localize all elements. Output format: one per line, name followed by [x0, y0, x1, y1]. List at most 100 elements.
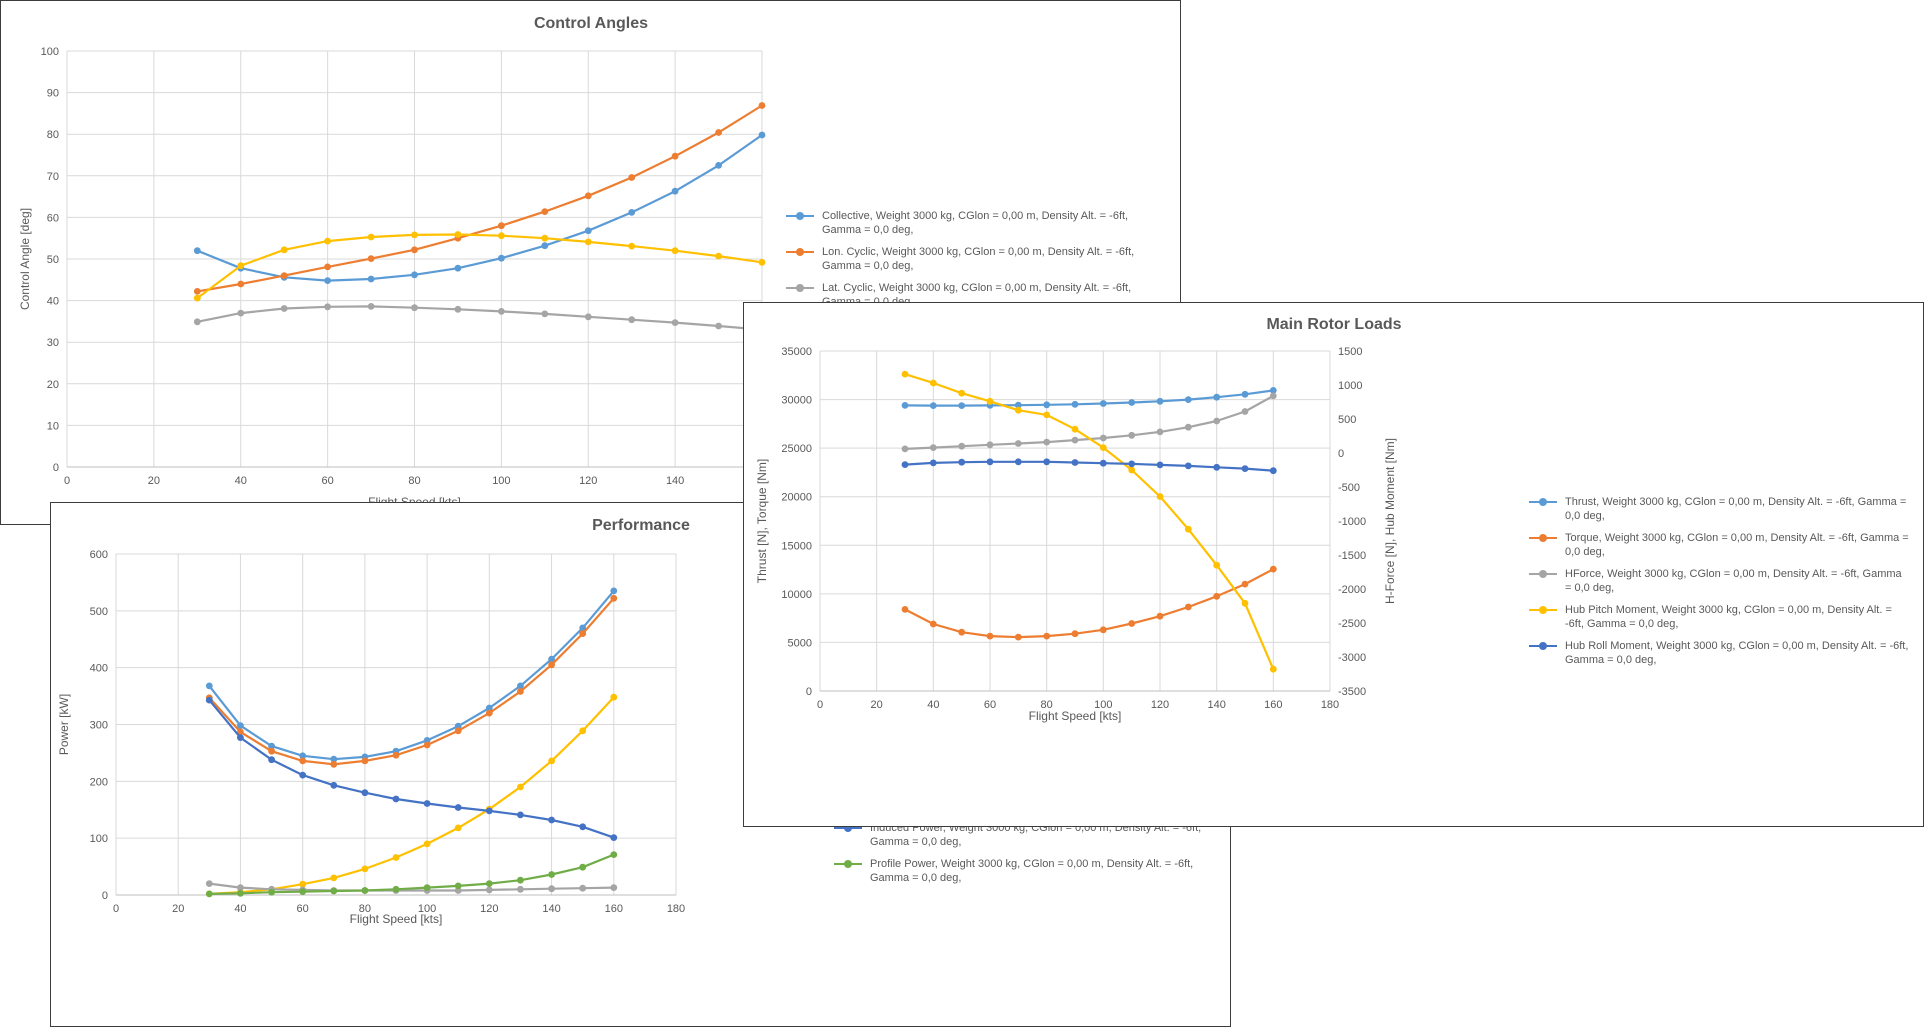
x-tick-label: 0: [113, 903, 119, 915]
data-point-series-0: [929, 402, 937, 409]
data-point-series-0: [1241, 390, 1249, 398]
y-tick-label: 20000: [781, 492, 812, 504]
data-point-series-1: [758, 102, 766, 109]
data-point-series-1: [330, 760, 338, 768]
data-point-series-1: [548, 661, 555, 669]
data-point-series-2: [361, 865, 369, 873]
data-point-series-2: [299, 880, 307, 888]
x-tick-label: 140: [666, 475, 684, 487]
legend-entry: Thrust, Weight 3000 kg, CGlon = 0,00 m, …: [1529, 495, 1909, 523]
data-point-series-3: [986, 397, 994, 405]
x-tick-label: 20: [172, 903, 184, 915]
legend-marker-icon: [1529, 606, 1557, 614]
data-point-series-1: [901, 606, 909, 613]
y-tick-label: 100: [90, 833, 108, 845]
data-point-series-4: [392, 795, 400, 803]
data-point-series-4: [958, 458, 966, 466]
chart-title: Performance: [592, 517, 690, 534]
data-point-series-4: [361, 789, 369, 797]
data-point-series-2: [280, 305, 288, 312]
data-point-series-2: [929, 444, 937, 451]
x-tick-label: 80: [359, 903, 371, 915]
y-tick-label: 40: [47, 296, 59, 308]
data-point-series-1: [237, 280, 245, 288]
y2-tick-label: -1000: [1338, 516, 1366, 528]
data-point-series-0: [299, 752, 307, 760]
data-point-series-5: [237, 889, 244, 897]
data-point-series-0: [579, 624, 587, 632]
data-point-series-2: [330, 874, 338, 882]
data-point-series-3: [411, 231, 418, 239]
data-point-series-2: [411, 304, 418, 312]
x-tick-label: 160: [605, 903, 623, 915]
data-point-series-4: [1071, 459, 1079, 466]
series-line-3: [209, 882, 614, 892]
data-point-series-2: [423, 840, 431, 848]
data-point-series-5: [392, 885, 400, 893]
data-point-series-3: [1156, 493, 1164, 500]
y-tick-label: 15000: [781, 540, 812, 552]
data-point-series-0: [268, 742, 275, 750]
data-point-series-2: [579, 727, 587, 735]
x-tick-label: 60: [297, 903, 309, 915]
data-point-series-4: [1128, 460, 1136, 468]
data-point-series-1: [1043, 632, 1051, 640]
data-point-series-3: [715, 252, 722, 260]
data-point-series-0: [671, 187, 679, 195]
legend-entry: Torque, Weight 3000 kg, CGlon = 0,00 m, …: [1529, 531, 1909, 559]
data-point-series-0: [715, 162, 722, 169]
data-point-series-3: [1043, 411, 1051, 419]
data-point-series-0: [1269, 387, 1277, 394]
data-point-series-0: [901, 402, 909, 409]
legend-marker-icon: [1529, 642, 1557, 650]
data-point-series-1: [367, 255, 375, 262]
control-angles-chart: Control Angles 0 10 20 30 40 50 60 70 80 90 100 0 20 4…: [18, 15, 771, 509]
data-point-series-3: [1269, 665, 1277, 673]
x-tick-label: 100: [1094, 699, 1112, 711]
x-tick-label: 120: [480, 903, 498, 915]
x-tick-label: 100: [492, 475, 510, 487]
data-point-series-1: [423, 741, 431, 749]
data-point-series-1: [1156, 612, 1164, 620]
control-angles-chart-window[interactable]: Control Angles 0 10 20 30 40 50 60 70 80 90 100 0 20 4…: [0, 0, 1181, 525]
data-point-series-2: [715, 322, 722, 330]
data-point-series-5: [268, 888, 275, 896]
x-tick-label: 60: [322, 475, 334, 487]
x-tick-label: 0: [64, 475, 70, 487]
data-point-series-0: [237, 722, 244, 729]
data-point-series-3: [237, 884, 244, 891]
series-line-5: [209, 853, 615, 895]
data-point-series-1: [584, 192, 592, 200]
data-point-series-2: [958, 442, 966, 450]
data-point-series-0: [1071, 400, 1079, 408]
data-point-series-1: [361, 757, 369, 765]
data-point-series-1: [392, 751, 400, 759]
data-point-series-4: [1014, 458, 1022, 466]
data-point-series-1: [1241, 580, 1249, 588]
y-tick-label: 400: [90, 663, 108, 675]
data-point-series-5: [485, 880, 493, 887]
data-point-series-3: [671, 247, 679, 255]
data-point-series-4: [610, 834, 618, 841]
y-tick-label: 80: [47, 129, 59, 141]
x-tick-label: 140: [1207, 699, 1225, 711]
data-point-series-0: [517, 682, 524, 690]
series-line-2: [197, 305, 763, 331]
x-tick-label: 40: [234, 903, 246, 915]
data-point-series-2: [1099, 434, 1107, 442]
data-point-series-5: [610, 851, 618, 858]
data-point-series-3: [758, 258, 766, 266]
legend-marker-icon: [786, 284, 814, 292]
data-point-series-2: [324, 303, 331, 311]
data-point-series-3: [237, 262, 245, 270]
data-point-series-4: [1043, 458, 1051, 466]
x-tick-label: 180: [667, 903, 685, 915]
y-axis-label: Control Angle [deg]: [18, 208, 32, 310]
data-point-series-0: [758, 131, 766, 139]
data-point-series-2: [1043, 438, 1051, 446]
data-point-series-0: [1128, 399, 1136, 406]
data-point-series-5: [299, 888, 307, 895]
data-point-series-0: [584, 227, 592, 235]
main-rotor-loads-chart-window[interactable]: Main Rotor Loads 0 5000 10000 15000 20000 2500…: [743, 302, 1924, 827]
data-point-series-4: [237, 734, 244, 741]
